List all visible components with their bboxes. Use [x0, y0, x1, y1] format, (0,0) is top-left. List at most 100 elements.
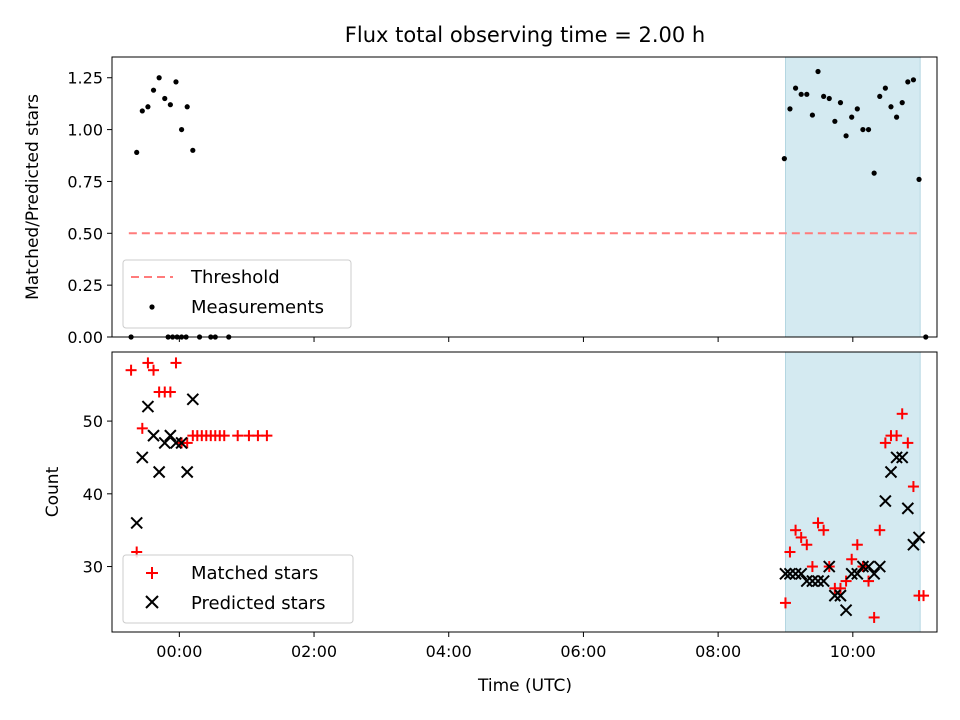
matched-star-point [170, 357, 182, 369]
matched-star-point [181, 437, 193, 449]
matched-stars-series [125, 357, 930, 623]
measurements-series [128, 68, 929, 340]
predicted-star-point [867, 567, 881, 581]
predicted-star-point [879, 494, 892, 508]
measurement-point [865, 126, 872, 133]
matched-star-point [261, 430, 273, 442]
predicted-star-point-b [845, 567, 858, 581]
predicted-star-point-b [879, 494, 892, 508]
bottom-y-tick-label: 50 [83, 412, 103, 431]
top-y-tick-label: 0.00 [67, 328, 103, 347]
measurement-point [173, 79, 179, 85]
matched-star-point [840, 575, 852, 587]
top-subplot: 0.00 0.25 0.50 0.75 1.00 1.25 Matched/Predict… [23, 56, 938, 347]
predicted-star-point [895, 451, 909, 464]
chart-title: Flux total observing time = 2.00 h [345, 23, 705, 47]
measurement-point [854, 106, 860, 112]
predicted-star-point [147, 429, 160, 442]
predicted-star-point-b [783, 567, 797, 581]
measurement-point [882, 85, 888, 91]
measurement-point [145, 104, 151, 110]
matched-star-point [863, 575, 875, 587]
top-y-tick-label: 0.75 [67, 172, 103, 191]
predicted-star-point [884, 465, 898, 479]
matched-star-point [779, 597, 791, 609]
measurement-point [150, 87, 157, 93]
predicted-star-point-b [823, 560, 836, 573]
top-axes-frame [111, 56, 938, 338]
matched-star-point [806, 561, 818, 573]
measurement-point [910, 77, 917, 83]
top-y-tick-label: 1.25 [67, 69, 103, 88]
top-y-tick-label: 0.50 [67, 224, 103, 243]
predicted-star-point [180, 465, 194, 479]
predicted-star-point [164, 429, 177, 442]
predicted-star-point-b [180, 465, 194, 479]
predicted-star-point [851, 567, 864, 581]
matched-star-point [148, 364, 160, 376]
predicted-star-point-b [186, 393, 200, 406]
measurement-point [184, 104, 190, 110]
legend-measurements-swatch [149, 304, 155, 310]
measurement-point [809, 112, 816, 118]
predicted-star-point [783, 567, 797, 581]
legend-matched-label: Matched stars [191, 563, 318, 584]
bottom-x-tick-label: 10:00 [830, 642, 876, 661]
matched-star-point [164, 386, 176, 398]
bottom-y-axis-label: Count [43, 466, 63, 517]
predicted-star-point-b [907, 538, 920, 551]
predicted-star-point-b [851, 567, 864, 581]
predicted-star-point-b [884, 465, 898, 479]
observing-window-shade-bottom [785, 351, 921, 633]
bottom-x-axis-ticks: 00:00 02:00 04:00 06:00 08:00 10:00 [156, 632, 876, 661]
predicted-star-point [141, 400, 155, 413]
measurement-point [893, 114, 900, 120]
matched-star-point [801, 539, 813, 551]
matched-star-point [902, 437, 914, 449]
top-x-axis-ticks [178, 337, 854, 342]
bottom-x-tick-label: 02:00 [291, 642, 337, 661]
matched-star-point [896, 408, 908, 420]
predicted-star-point [907, 538, 920, 551]
predicted-star-point-b [800, 574, 814, 588]
measurement-point [798, 91, 804, 97]
predicted-star-point-b [794, 567, 808, 581]
predicted-star-point-b [890, 451, 903, 464]
bottom-x-tick-label: 04:00 [426, 642, 472, 661]
predicted-star-point [890, 451, 903, 464]
observing-window-shade-top [785, 56, 921, 338]
predicted-star-point [912, 531, 926, 544]
predicted-star-point-b [817, 574, 830, 588]
legend-measurements-label: Measurements [191, 297, 324, 318]
legend-matched-swatch [146, 567, 158, 579]
measurement-point [167, 102, 173, 108]
predicted-star-point-b [141, 400, 155, 413]
measurement-point [826, 95, 832, 102]
matched-star-point [918, 590, 930, 602]
matched-star-point [891, 430, 903, 442]
predicted-star-point [152, 465, 166, 479]
matched-star-point [136, 422, 148, 434]
measurement-point [815, 68, 821, 75]
bottom-subplot: 30 40 50 00:00 02:00 04:00 06:00 08:00 10:00 Co… [43, 351, 938, 696]
measurement-point [162, 95, 168, 102]
top-y-axis-ticks: 0.00 0.25 0.50 0.75 1.00 1.25 [67, 69, 112, 347]
predicted-star-point [839, 603, 853, 617]
predicted-star-point-b [158, 436, 171, 450]
predicted-star-point [823, 560, 836, 573]
predicted-star-point [789, 567, 802, 581]
measurement-point [787, 106, 793, 112]
measurement-point [821, 93, 827, 100]
predicted-star-point [130, 516, 143, 530]
predicted-star-point-b [169, 436, 183, 450]
matched-star-point [846, 553, 858, 565]
measurement-point [916, 176, 922, 182]
matched-star-point [232, 430, 244, 442]
matched-star-point [879, 437, 891, 449]
legend-threshold-label: Threshold [190, 267, 280, 288]
matched-star-point [874, 524, 886, 536]
predicted-star-point [794, 567, 808, 581]
predicted-star-point [901, 502, 915, 515]
predicted-star-point-b [839, 603, 853, 617]
